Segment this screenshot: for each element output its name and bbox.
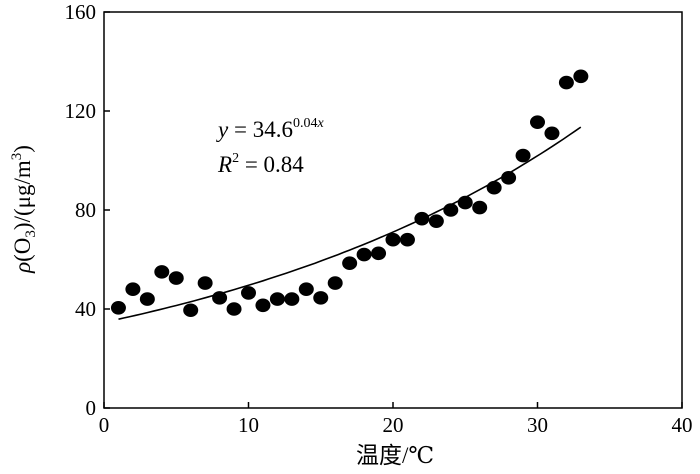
data-point	[428, 214, 444, 228]
equation-y: y	[216, 117, 229, 142]
data-point	[486, 180, 502, 195]
data-point	[168, 271, 184, 285]
y-axis-label: ρ(O3)/(μg/m3)	[9, 145, 39, 274]
data-point	[558, 75, 574, 90]
x-tick-label: 30	[527, 413, 548, 437]
data-point	[327, 276, 343, 290]
data-point	[385, 232, 401, 247]
y-label-sub: 3	[23, 230, 39, 238]
data-point	[154, 265, 170, 279]
y-label-close: )/(μg/m	[10, 160, 35, 230]
data-point	[284, 292, 300, 306]
data-point	[573, 69, 589, 84]
y-tick-label: 160	[65, 0, 97, 24]
data-point	[298, 282, 314, 297]
data-point	[226, 302, 242, 316]
data-point	[544, 126, 560, 141]
y-tick-label: 0	[86, 396, 97, 420]
data-point	[457, 195, 473, 210]
x-tick-label: 40	[672, 413, 693, 437]
r-value: = 0.84	[239, 152, 304, 177]
data-point	[125, 282, 141, 297]
x-tick-label: 20	[383, 413, 404, 437]
x-axis-label: 温度/℃	[356, 443, 434, 468]
data-point	[197, 276, 213, 290]
data-point	[515, 148, 531, 163]
data-point	[269, 292, 285, 306]
r-superscript: 2	[232, 151, 239, 166]
data-point	[139, 292, 155, 306]
y-label-open: (O	[10, 238, 35, 262]
y-label-end: )	[10, 145, 35, 153]
data-point	[501, 171, 517, 185]
data-point	[399, 232, 415, 247]
data-point	[313, 291, 329, 305]
data-point	[443, 203, 459, 217]
data-point	[241, 286, 256, 300]
data-point	[356, 247, 372, 262]
r-symbol: R	[217, 152, 232, 177]
data-point	[255, 298, 271, 313]
equation-body: = 34.6	[228, 117, 293, 142]
data-point	[212, 291, 228, 305]
plot-border	[103, 11, 683, 409]
equation-exponent-x: x	[316, 116, 324, 131]
x-tick-label: 0	[99, 413, 110, 437]
data-point	[530, 115, 545, 129]
data-point	[414, 211, 430, 226]
y-tick-label: 80	[75, 198, 96, 222]
data-point	[472, 200, 488, 215]
r-squared: R2 = 0.84	[217, 151, 304, 177]
x-axis-ticks: 0 10 20 30 40	[99, 402, 693, 437]
data-points	[110, 69, 589, 318]
data-point	[110, 300, 126, 315]
y-tick-label: 120	[65, 99, 97, 123]
y-label-sup: 3	[9, 153, 25, 161]
fit-curve	[118, 126, 582, 320]
equation-exponent: 0.04	[293, 116, 318, 131]
y-axis-ticks: 0 40 80 120 160	[65, 0, 110, 420]
data-point	[371, 246, 387, 261]
data-point	[183, 303, 199, 318]
x-tick-label: 10	[238, 413, 259, 437]
data-point	[342, 256, 358, 271]
y-label-rho: ρ	[10, 262, 35, 274]
plot-frame	[103, 11, 683, 409]
y-tick-label: 40	[75, 297, 96, 321]
fit-equation: y = 34.60.04x	[216, 116, 324, 142]
